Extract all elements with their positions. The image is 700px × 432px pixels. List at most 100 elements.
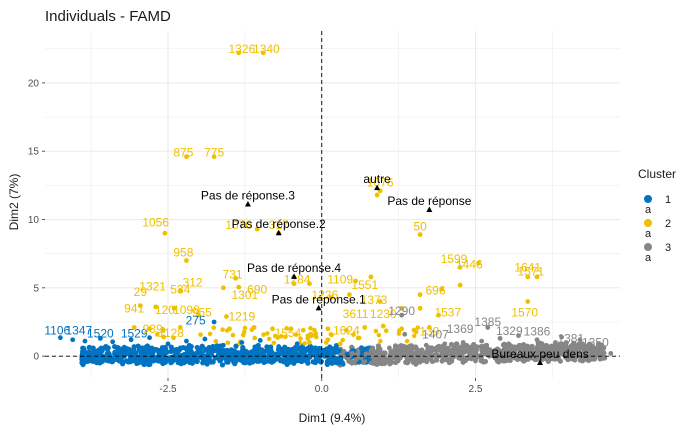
cloud-point (296, 346, 302, 352)
cloud-point (198, 332, 203, 337)
cloud-point (398, 342, 404, 349)
cloud-point (266, 336, 272, 342)
cloud-point (140, 355, 146, 362)
cloud-point (161, 354, 168, 360)
cloud-point (376, 332, 382, 338)
cloud-point (310, 359, 316, 365)
cloud-point (264, 344, 270, 350)
cluster-3-point (423, 342, 429, 348)
cluster-1-label: 1520 (87, 327, 114, 341)
chart-title: Individuals - FAMD (45, 8, 171, 25)
cloud-point (548, 356, 555, 362)
cluster-2-point (270, 326, 275, 332)
cluster-3-point (516, 333, 521, 339)
cloud-point (124, 350, 130, 356)
x-axis-title: Dim1 (9.4%) (299, 411, 366, 425)
cloud-point (283, 334, 288, 340)
cloud-point (275, 335, 281, 340)
cloud-point (601, 350, 607, 356)
category-points: Pas de réponse.3 Pas de réponse.2 Pas de r… (201, 172, 589, 365)
cloud-point (519, 354, 525, 360)
cluster-1-point (211, 319, 217, 325)
cluster-2-point (380, 323, 386, 329)
cluster-3-point (608, 351, 614, 356)
cluster-2-point (153, 304, 159, 310)
cluster-2-label: 775 (204, 146, 224, 160)
cloud-point (255, 346, 261, 352)
cloud-point (516, 346, 523, 353)
cloud-point (413, 361, 419, 367)
cloud-point (353, 356, 359, 362)
cloud-point (273, 351, 279, 357)
cloud-point (483, 347, 489, 354)
cluster-2-label: 939 (143, 322, 163, 336)
cluster-2-point (300, 327, 306, 333)
cloud-point (392, 346, 398, 352)
cloud-point (493, 352, 500, 359)
cloud-point (417, 359, 423, 365)
cloud-point (79, 352, 85, 358)
cloud-point (225, 352, 231, 359)
cloud-point (369, 353, 375, 359)
cluster-3-point (386, 345, 392, 351)
cluster-1-point (171, 357, 177, 363)
cluster-2-label: 1537 (434, 306, 461, 320)
cluster-1-point (282, 357, 288, 363)
cluster-1-label: 1106 (44, 323, 70, 337)
cloud-point (194, 344, 200, 351)
cloud-point (230, 332, 236, 338)
cluster-3-label: 1385 (474, 315, 501, 329)
cloud-point (597, 356, 603, 362)
cluster-3-point (442, 341, 448, 347)
cluster-2-point (184, 258, 189, 263)
cluster-1-point (128, 337, 134, 343)
cloud-point (315, 358, 322, 364)
cluster-2-point (236, 50, 242, 56)
cluster-1-point (159, 350, 165, 356)
cloud-point (215, 354, 221, 360)
cloud-point (292, 356, 298, 362)
cluster-2-point (417, 305, 423, 311)
cluster-1-point (239, 340, 245, 345)
cluster-2-label: 317 (269, 218, 289, 232)
cluster-3-point (534, 357, 540, 362)
cluster-2-point (307, 340, 312, 345)
cloud-point (179, 353, 185, 359)
cloud-point (154, 332, 160, 337)
cloud-point (377, 346, 383, 352)
cloud-point (555, 355, 561, 361)
cloud-point (144, 354, 150, 360)
cluster-3-point (473, 358, 478, 364)
category-label: Pas de réponse (387, 194, 471, 208)
cloud-point (373, 328, 379, 334)
cloud-point (429, 358, 436, 365)
category-marker (244, 201, 251, 207)
cluster-2-label: 120 (155, 303, 175, 317)
cluster-2-point (184, 154, 189, 160)
cloud-point (468, 356, 474, 362)
cluster-3-point (565, 356, 571, 362)
cluster-3-label: 1350 (582, 336, 609, 350)
cloud-point (131, 344, 137, 350)
cluster-2-label: 1070 (225, 218, 252, 232)
cloud-point (128, 351, 135, 357)
cluster-3-point (559, 334, 564, 340)
y-axis-title: Dim2 (7%) (7, 174, 21, 231)
cloud-point (259, 357, 265, 363)
legend-key-letter: a (645, 228, 652, 240)
cloud-point (393, 359, 399, 366)
cluster-2-label: 1570 (511, 306, 538, 320)
cluster-2-label: 312 (183, 275, 203, 289)
cluster-3-label: 1369 (447, 322, 474, 336)
cluster-2-label: 875 (173, 146, 193, 160)
legend: Cluster a 1 a 2 a 3 (638, 167, 676, 264)
cloud-point (410, 344, 416, 350)
category-label: autre (363, 172, 391, 186)
cluster-2-label: 29 (134, 285, 148, 299)
cloud-point (334, 360, 340, 366)
cloud-point (191, 354, 197, 360)
cluster-3-point (553, 340, 558, 345)
cloud-point (464, 355, 470, 362)
cloud-point (445, 345, 451, 351)
cloud-point (194, 358, 200, 364)
